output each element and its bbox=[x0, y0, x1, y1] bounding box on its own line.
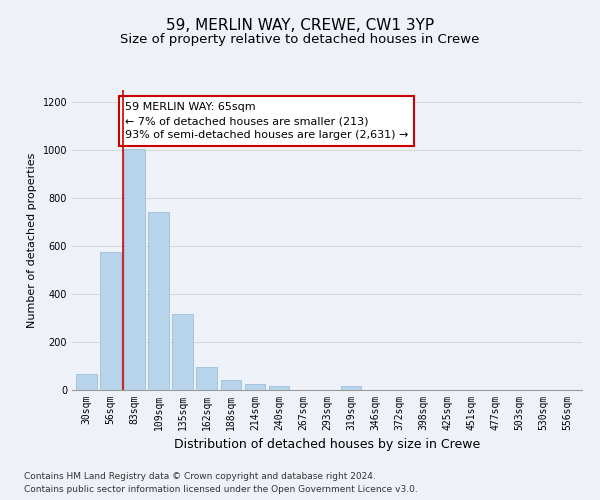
Bar bbox=[124, 149, 145, 390]
Bar bbox=[196, 367, 217, 390]
Bar bbox=[221, 380, 241, 390]
Bar bbox=[148, 212, 169, 390]
Text: Contains HM Land Registry data © Crown copyright and database right 2024.: Contains HM Land Registry data © Crown c… bbox=[24, 472, 376, 481]
Y-axis label: Number of detached properties: Number of detached properties bbox=[27, 152, 37, 328]
Bar bbox=[100, 252, 121, 390]
Text: 59, MERLIN WAY, CREWE, CW1 3YP: 59, MERLIN WAY, CREWE, CW1 3YP bbox=[166, 18, 434, 32]
Text: Size of property relative to detached houses in Crewe: Size of property relative to detached ho… bbox=[121, 32, 479, 46]
Text: 59 MERLIN WAY: 65sqm
← 7% of detached houses are smaller (213)
93% of semi-detac: 59 MERLIN WAY: 65sqm ← 7% of detached ho… bbox=[125, 102, 408, 140]
X-axis label: Distribution of detached houses by size in Crewe: Distribution of detached houses by size … bbox=[174, 438, 480, 452]
Bar bbox=[245, 384, 265, 390]
Bar bbox=[76, 374, 97, 390]
Bar bbox=[269, 386, 289, 390]
Bar bbox=[341, 386, 361, 390]
Text: Contains public sector information licensed under the Open Government Licence v3: Contains public sector information licen… bbox=[24, 485, 418, 494]
Bar bbox=[172, 314, 193, 390]
